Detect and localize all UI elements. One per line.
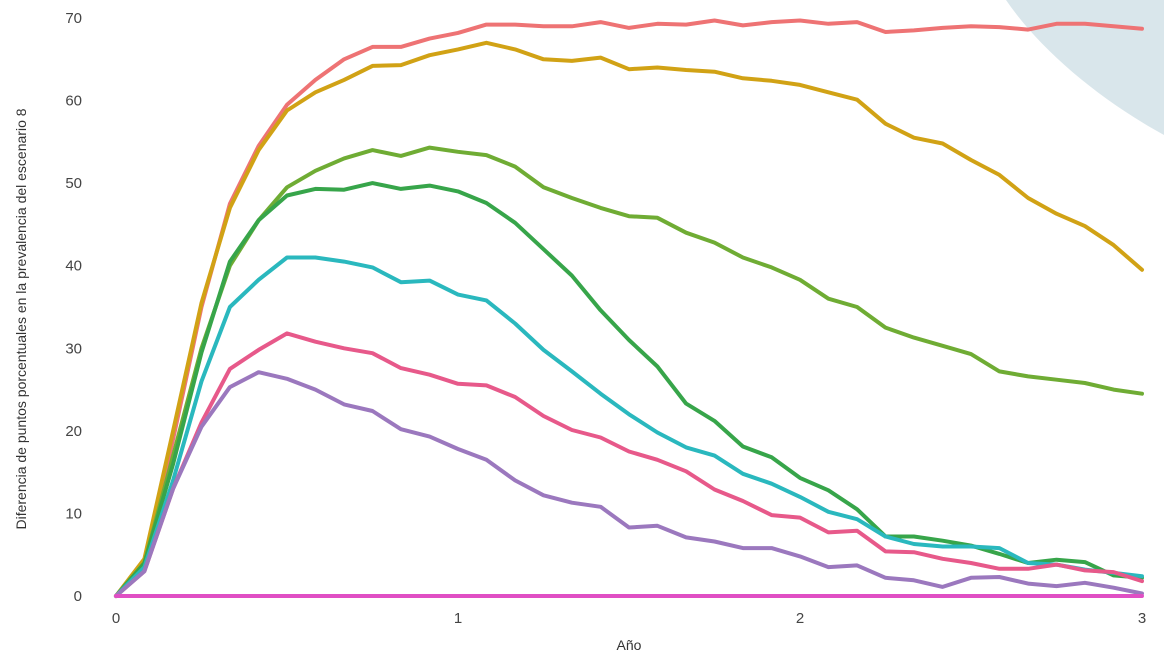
- x-tick-label: 1: [454, 610, 462, 627]
- series-line-2: [114, 40, 1144, 598]
- y-tick-label: 20: [65, 423, 82, 440]
- y-tick-label: 10: [65, 505, 82, 522]
- series-line-6: [114, 331, 1144, 598]
- x-tick-label: 0: [112, 610, 120, 627]
- y-tick-label: 60: [65, 93, 82, 110]
- series-line-4: [114, 181, 1144, 598]
- y-axis-ticks: 0 10 20 30 40 50 60 70: [65, 10, 82, 605]
- x-axis-ticks: 0 1 2 3: [112, 610, 1146, 627]
- y-tick-label: 40: [65, 258, 82, 275]
- y-tick-label: 70: [65, 10, 82, 27]
- x-tick-label: 2: [796, 610, 804, 627]
- y-tick-label: 30: [65, 340, 82, 357]
- series-line-5: [114, 255, 1144, 598]
- y-tick-label: 0: [74, 588, 82, 605]
- decorative-background-shape: [1006, 0, 1164, 135]
- series-line-7: [114, 370, 1144, 598]
- series-line-3: [114, 145, 1144, 598]
- series-lines: [114, 18, 1144, 598]
- series-line-1: [114, 18, 1144, 598]
- x-axis-title: Año: [617, 637, 642, 653]
- x-tick-label: 3: [1138, 610, 1146, 627]
- y-tick-label: 50: [65, 175, 82, 192]
- y-axis-title: Diferencia de puntos porcentuales en la …: [13, 108, 29, 529]
